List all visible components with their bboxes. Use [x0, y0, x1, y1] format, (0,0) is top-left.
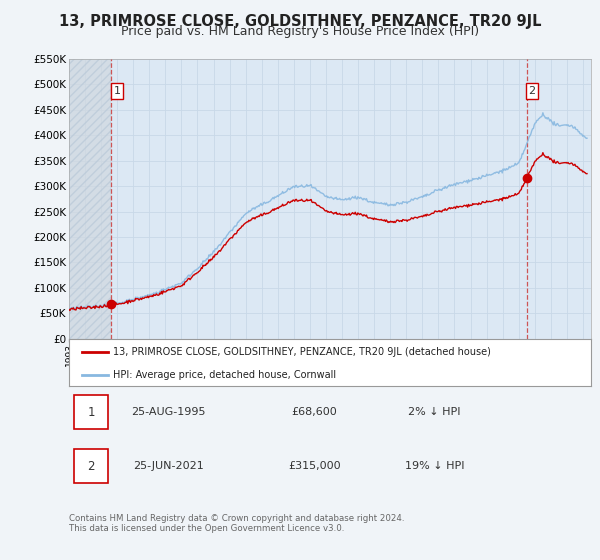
- Text: 1: 1: [113, 86, 121, 96]
- Text: £315,000: £315,000: [288, 461, 341, 472]
- Text: Price paid vs. HM Land Registry's House Price Index (HPI): Price paid vs. HM Land Registry's House …: [121, 25, 479, 38]
- Text: £68,600: £68,600: [292, 407, 337, 417]
- Text: 25-JUN-2021: 25-JUN-2021: [133, 461, 203, 472]
- Text: HPI: Average price, detached house, Cornwall: HPI: Average price, detached house, Corn…: [113, 370, 337, 380]
- Text: 13, PRIMROSE CLOSE, GOLDSITHNEY, PENZANCE, TR20 9JL: 13, PRIMROSE CLOSE, GOLDSITHNEY, PENZANC…: [59, 14, 541, 29]
- Text: Contains HM Land Registry data © Crown copyright and database right 2024.
This d: Contains HM Land Registry data © Crown c…: [69, 514, 404, 534]
- FancyBboxPatch shape: [74, 395, 108, 430]
- Text: 19% ↓ HPI: 19% ↓ HPI: [404, 461, 464, 472]
- Text: 2% ↓ HPI: 2% ↓ HPI: [408, 407, 461, 417]
- Text: 25-AUG-1995: 25-AUG-1995: [131, 407, 205, 417]
- Text: 13, PRIMROSE CLOSE, GOLDSITHNEY, PENZANCE, TR20 9JL (detached house): 13, PRIMROSE CLOSE, GOLDSITHNEY, PENZANC…: [113, 347, 491, 357]
- Bar: [69, 59, 112, 339]
- Text: 2: 2: [87, 460, 95, 473]
- FancyBboxPatch shape: [74, 449, 108, 483]
- Text: 1: 1: [87, 406, 95, 419]
- Text: 2: 2: [529, 86, 536, 96]
